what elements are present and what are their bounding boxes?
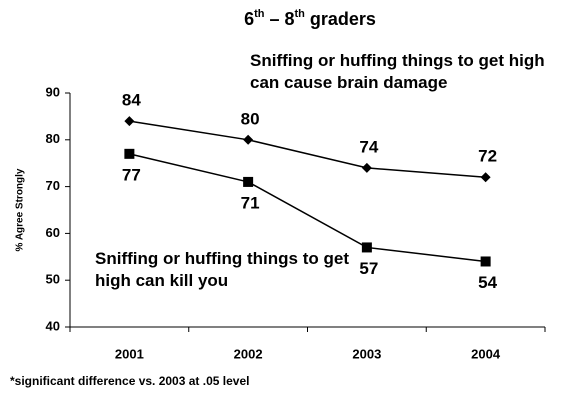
- x-tick-label: 2001: [115, 346, 144, 361]
- data-label: 72: [478, 147, 497, 166]
- x-tick-label: 2003: [352, 346, 381, 361]
- data-label: 80: [241, 109, 260, 128]
- marker: [480, 172, 491, 183]
- x-tick-label: 2002: [234, 346, 263, 361]
- series-line: [129, 153, 486, 263]
- chart-title: 6th – 8th graders: [244, 8, 376, 29]
- y-axis-label: % Agree Strongly: [15, 168, 26, 251]
- data-label: 74: [359, 137, 378, 156]
- footnote: *significant difference vs. 2003 at .05 …: [10, 374, 249, 388]
- y-tick-label: 90: [46, 84, 60, 99]
- marker: [243, 176, 254, 187]
- marker: [124, 148, 135, 159]
- data-label: 57: [359, 259, 378, 278]
- marker: [361, 162, 372, 173]
- data-label: 84: [122, 91, 141, 110]
- data-label: 71: [241, 193, 260, 212]
- y-tick-label: 60: [46, 225, 60, 240]
- series-annotation: Sniffing or huffing things to get high c…: [95, 249, 349, 290]
- series-annotation: Sniffing or huffing things to get high c…: [250, 51, 545, 92]
- marker: [124, 116, 135, 127]
- y-tick-label: 70: [46, 178, 60, 193]
- y-tick-label: 40: [46, 318, 60, 333]
- marker: [243, 134, 254, 145]
- x-tick-label: 2004: [471, 346, 501, 361]
- marker: [361, 242, 372, 253]
- y-tick-label: 80: [46, 131, 60, 146]
- data-label: 77: [122, 165, 141, 184]
- y-tick-label: 50: [46, 272, 60, 287]
- marker: [480, 256, 491, 267]
- series-line: [129, 120, 486, 178]
- data-label: 54: [478, 273, 497, 292]
